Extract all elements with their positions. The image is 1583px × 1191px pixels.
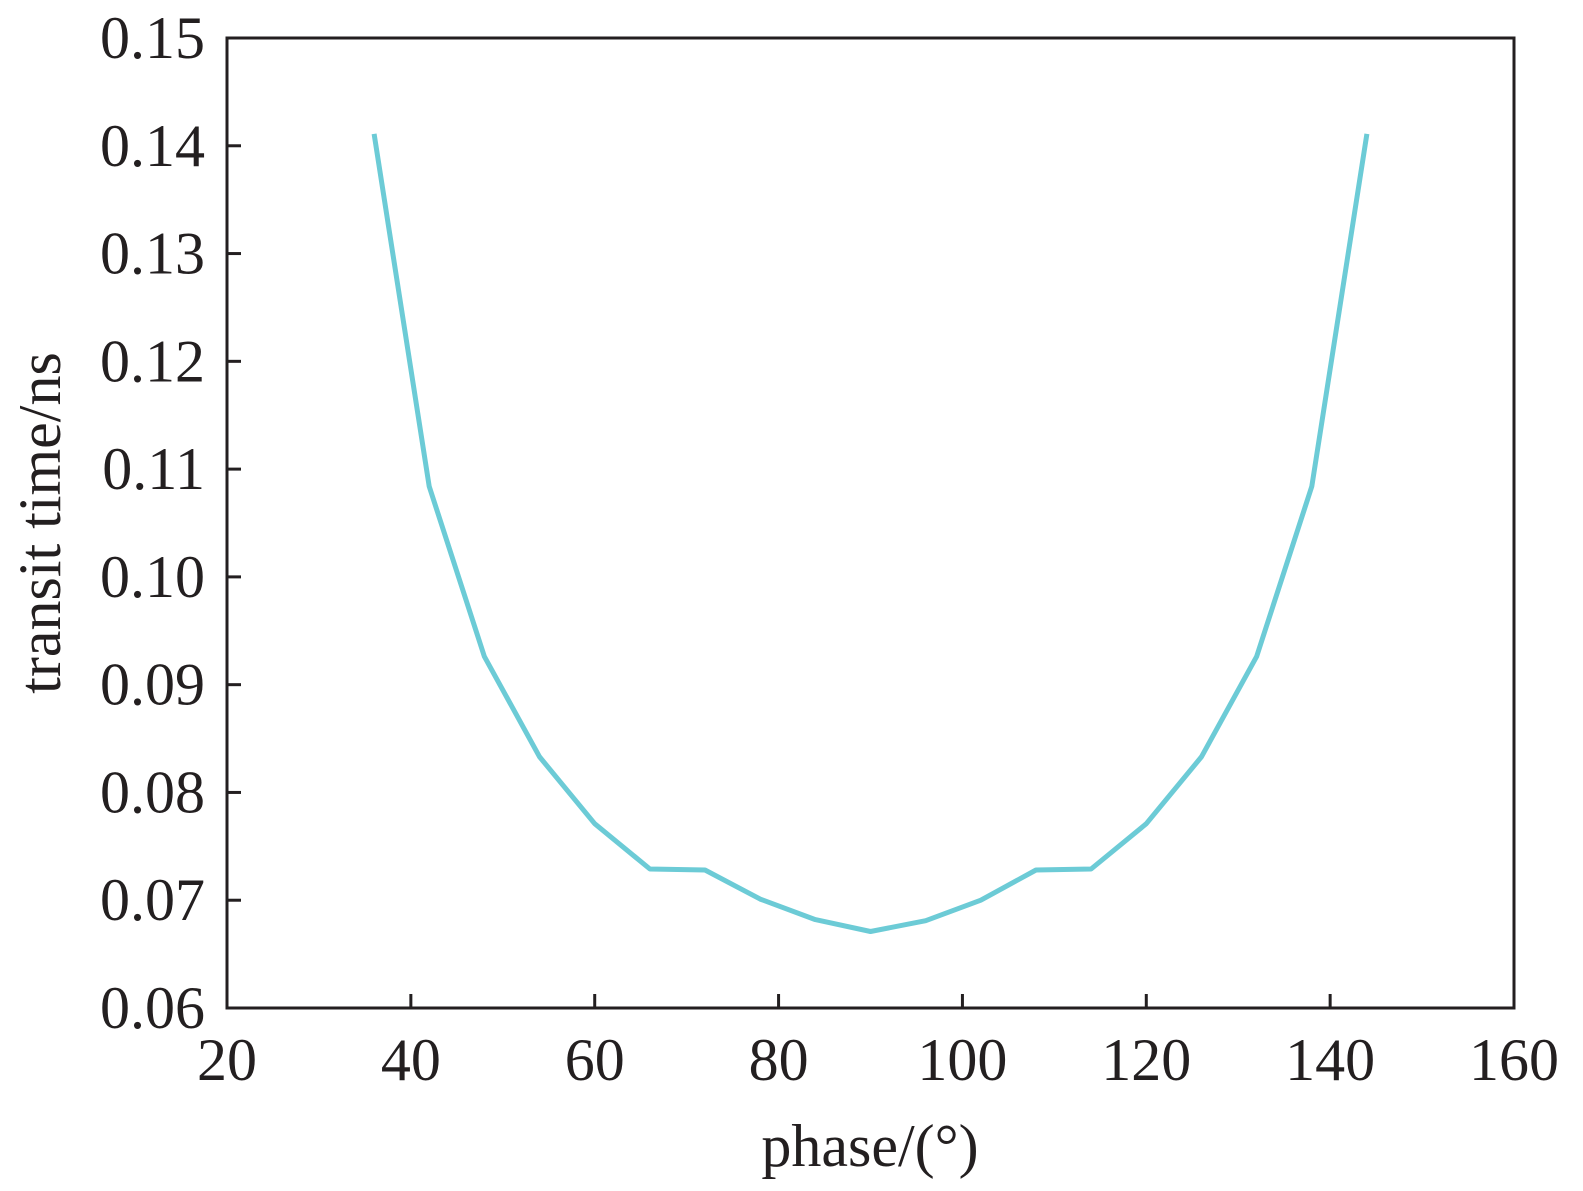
y-tick-label: 0.14 xyxy=(100,113,205,179)
y-tick-label: 0.09 xyxy=(100,652,205,718)
x-axis: 20 40 60 80 100 120 140 160 xyxy=(197,994,1559,1093)
y-tick-label: 0.08 xyxy=(100,759,205,825)
x-tick-label: 140 xyxy=(1285,1027,1375,1093)
y-axis: 0.06 0.07 0.08 0.09 0.10 0.11 0.12 0.13 0.14 0.15 xyxy=(100,5,241,1041)
x-tick-label: 40 xyxy=(381,1027,441,1093)
x-tick-label: 160 xyxy=(1469,1027,1559,1093)
x-tick-label: 100 xyxy=(917,1027,1007,1093)
x-tick-label: 20 xyxy=(197,1027,257,1093)
y-tick-label: 0.06 xyxy=(100,975,205,1041)
x-tick-label: 80 xyxy=(749,1027,809,1093)
series-layer xyxy=(371,133,1370,934)
y-tick-label: 0.12 xyxy=(100,328,205,394)
y-tick-label: 0.10 xyxy=(100,544,205,610)
y-axis-title: transit time/ns xyxy=(7,352,73,694)
plot-frame xyxy=(225,36,1516,1010)
y-tick-label: 0.07 xyxy=(100,867,205,933)
x-axis-title: phase/(°) xyxy=(761,1113,978,1179)
y-tick-label: 0.11 xyxy=(102,436,205,502)
y-tick-label: 0.13 xyxy=(100,221,205,287)
x-tick-label: 120 xyxy=(1101,1027,1191,1093)
x-tick-label: 60 xyxy=(565,1027,625,1093)
series-line xyxy=(371,133,1370,934)
y-tick-label: 0.15 xyxy=(100,5,205,71)
